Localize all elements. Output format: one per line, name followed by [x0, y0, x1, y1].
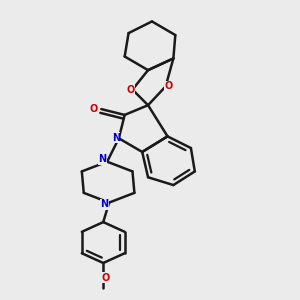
Text: N: N [112, 133, 120, 142]
Text: O: O [126, 85, 135, 94]
Text: N: N [100, 199, 109, 209]
Text: O: O [89, 104, 98, 114]
Text: N: N [98, 154, 106, 164]
Text: O: O [101, 273, 109, 283]
Text: O: O [165, 82, 173, 92]
